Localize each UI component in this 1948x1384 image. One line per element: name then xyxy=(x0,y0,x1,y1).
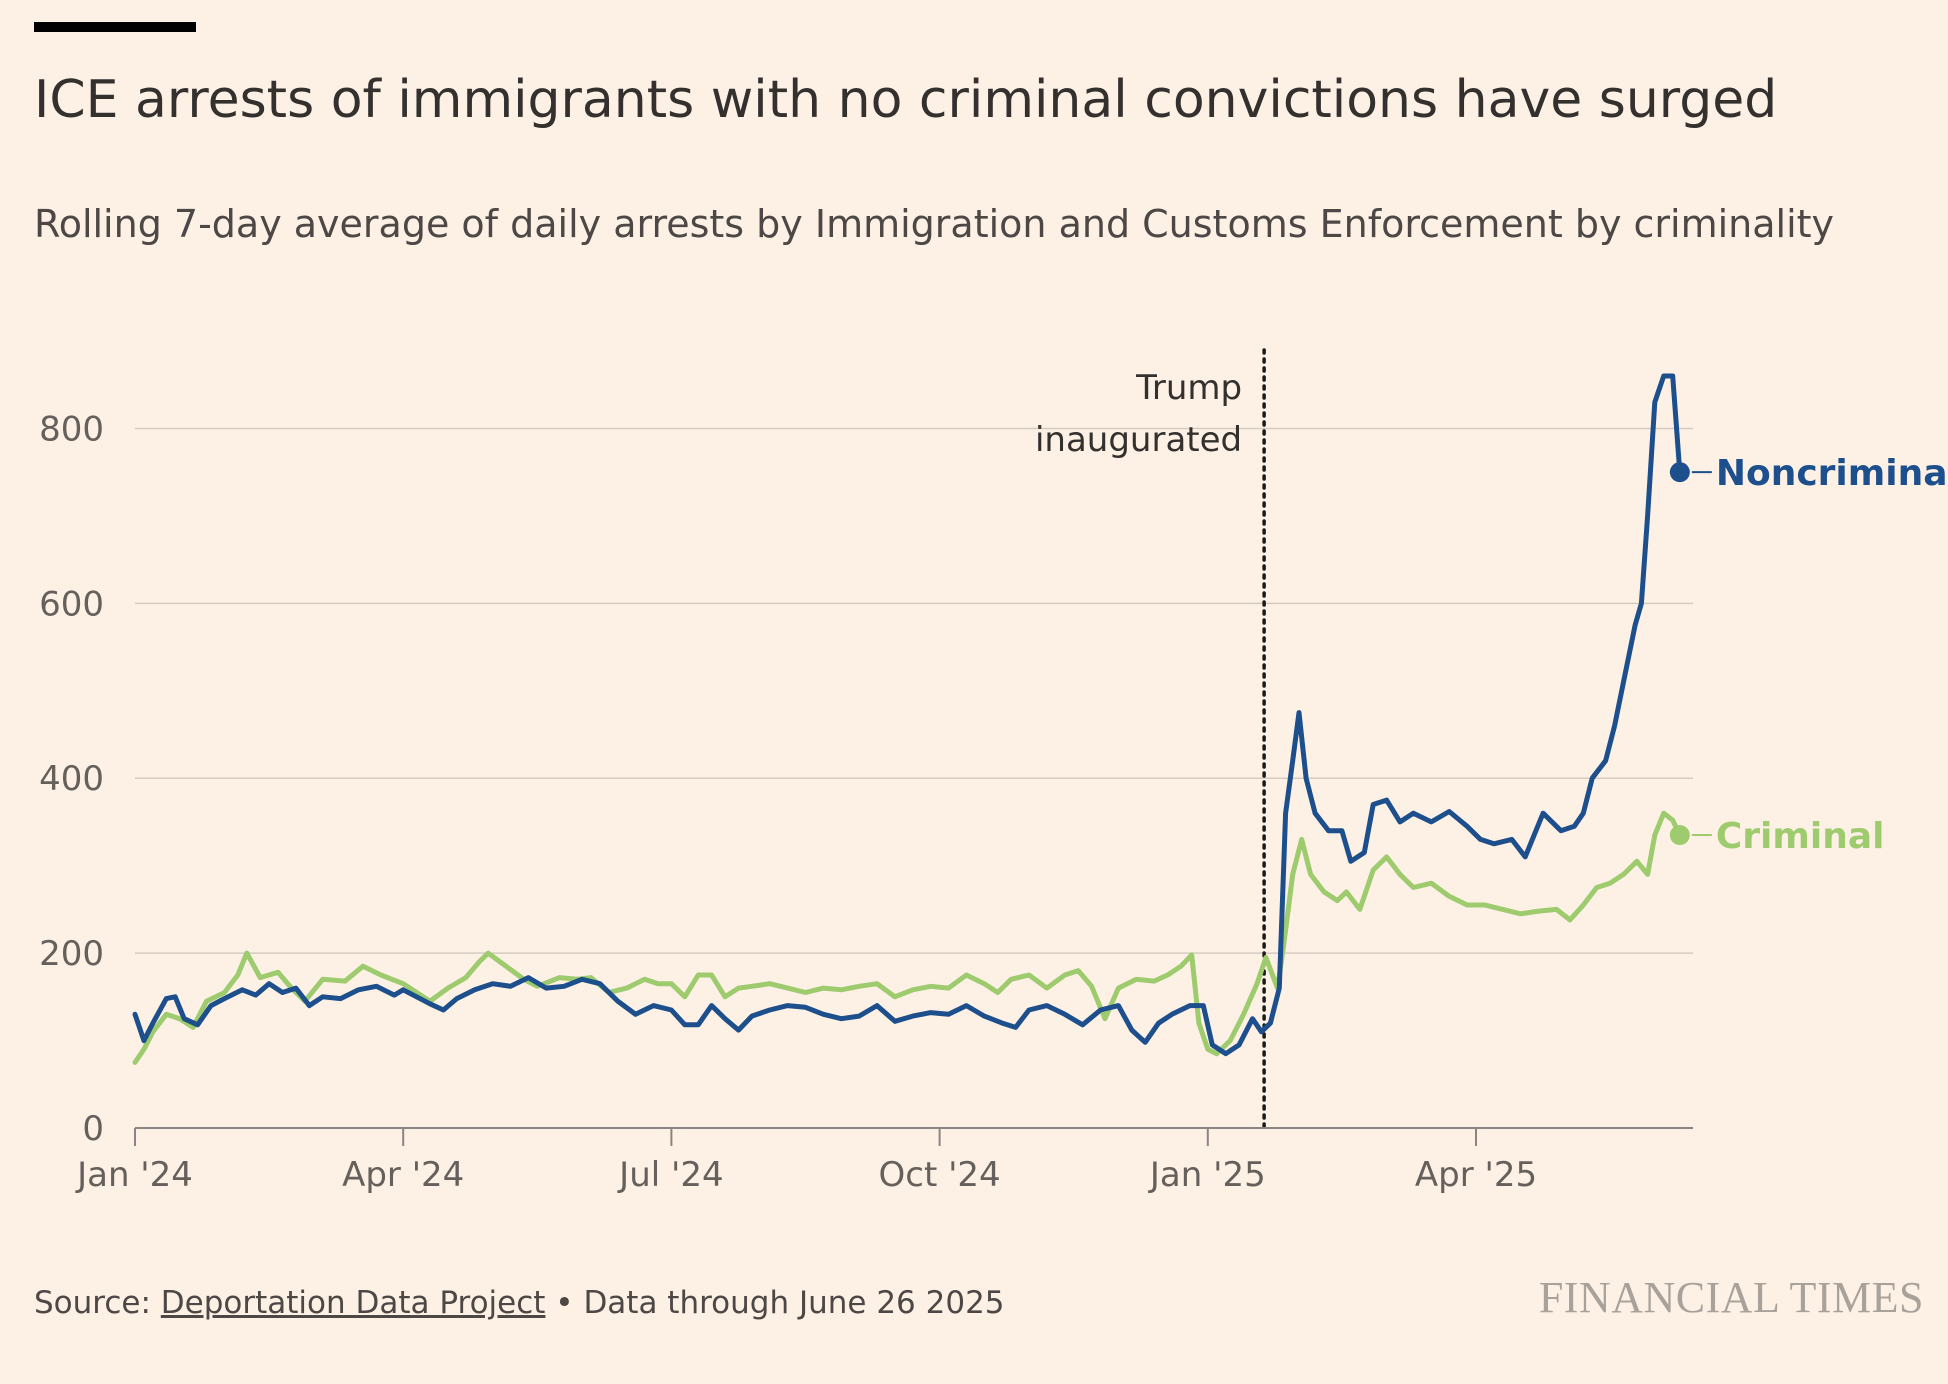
inauguration-annotation-text: inaugurated xyxy=(1035,420,1242,460)
x-axis: Jan '24 Apr '24 Jul '24 Oct '24 Jan '25 Apr '… xyxy=(75,1127,1693,1195)
chart-title: ICE arrests of immigrants with no crimin… xyxy=(34,70,1778,130)
gridlines: 0 200 400 600 800 xyxy=(39,409,1693,1149)
x-tick-label: Jan '25 xyxy=(1148,1155,1266,1195)
footer-separator: • xyxy=(545,1285,584,1321)
data-through-note: Data through June 26 2025 xyxy=(583,1285,1005,1321)
footer-source: Source: Deportation Data Project • Data … xyxy=(34,1281,1005,1325)
x-tick-label: Apr '25 xyxy=(1415,1155,1537,1195)
y-tick-label: 600 xyxy=(39,584,104,624)
end-marker-criminal xyxy=(1669,825,1690,846)
annotation-group: Trump inaugurated xyxy=(1035,348,1266,1130)
x-tick-label: Jul '24 xyxy=(617,1155,723,1195)
y-tick-label: 0 xyxy=(82,1109,104,1149)
end-marker-noncriminal xyxy=(1669,462,1690,483)
source-link[interactable]: Deportation Data Project xyxy=(160,1285,546,1321)
ft-top-bar xyxy=(34,22,196,32)
chart-subtitle: Rolling 7-day average of daily arrests b… xyxy=(34,202,1835,246)
series-label-noncriminal: Noncriminal xyxy=(1716,453,1948,494)
series-line-noncriminal xyxy=(132,373,1683,1057)
ft-logo: FINANCIAL TIMES xyxy=(1538,1273,1924,1322)
y-tick-label: 200 xyxy=(39,934,104,974)
x-tick-label: Oct '24 xyxy=(878,1155,1000,1195)
x-tick-label: Jan '24 xyxy=(75,1155,193,1195)
labels-group: Noncriminal Criminal xyxy=(1669,453,1948,857)
series-group xyxy=(132,373,1683,1065)
y-tick-label: 400 xyxy=(39,759,104,799)
y-tick-label: 800 xyxy=(39,409,104,449)
x-tick-label: Apr '24 xyxy=(342,1155,464,1195)
series-line-criminal xyxy=(132,810,1683,1065)
series-label-criminal: Criminal xyxy=(1716,816,1885,857)
inauguration-annotation-text: Trump xyxy=(1135,368,1242,408)
source-prefix: Source: xyxy=(34,1285,161,1321)
